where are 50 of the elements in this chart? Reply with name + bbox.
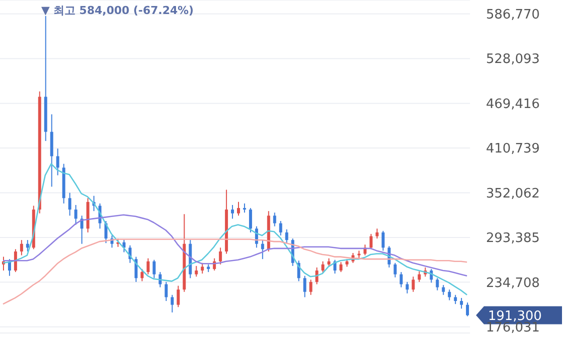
candlestick	[249, 208, 252, 233]
candlestick	[400, 272, 403, 288]
candlestick	[152, 259, 156, 279]
candlestick	[20, 240, 24, 256]
candlestick	[466, 302, 469, 317]
y-tick-label: 528,093	[486, 52, 540, 68]
candlestick	[146, 258, 150, 275]
candlestick	[321, 260, 324, 274]
candlestick	[230, 204, 234, 220]
candlestick	[243, 202, 246, 214]
y-tick-label: 234,708	[486, 276, 540, 291]
candlestick	[370, 233, 373, 250]
y-tick-label: 293,385	[486, 231, 540, 246]
candlestick	[406, 281, 409, 294]
candlestick	[218, 247, 222, 265]
candlestick	[68, 192, 72, 216]
candlestick	[436, 278, 439, 291]
candlestick	[164, 281, 168, 302]
candlestick	[339, 262, 342, 273]
candlestick	[26, 240, 30, 252]
candlestick	[454, 294, 457, 305]
candlestick	[261, 240, 264, 260]
candlestick	[56, 148, 60, 176]
line-series	[2, 163, 468, 296]
candlestick	[273, 212, 276, 227]
candlestick	[170, 294, 174, 313]
y-tick-label: 352,062	[486, 186, 540, 202]
candlestick	[237, 201, 240, 216]
candlestick	[279, 220, 282, 236]
candlestick	[442, 284, 445, 296]
candlestick	[418, 270, 421, 282]
y-tick-label: 469,416	[486, 96, 540, 112]
candlestick	[176, 285, 180, 308]
candlestick	[74, 204, 78, 226]
candlestick	[394, 262, 397, 278]
candlestick	[285, 228, 288, 244]
candlestick	[140, 268, 144, 282]
y-tick-label: 586,770	[486, 8, 540, 23]
annotation: ▼ 최고 584,000 (-67.24%)	[41, 4, 194, 17]
candlestick	[194, 265, 198, 278]
candlestick	[448, 289, 451, 301]
candlestick	[364, 244, 367, 256]
y-tick-label: 410,739	[486, 142, 540, 157]
candlestick	[14, 248, 18, 273]
candlestick	[412, 276, 415, 292]
candlestick	[376, 228, 379, 240]
candlestick	[303, 275, 306, 298]
candlestick	[309, 279, 312, 296]
candlestick	[382, 230, 385, 252]
candlestick	[460, 297, 463, 310]
